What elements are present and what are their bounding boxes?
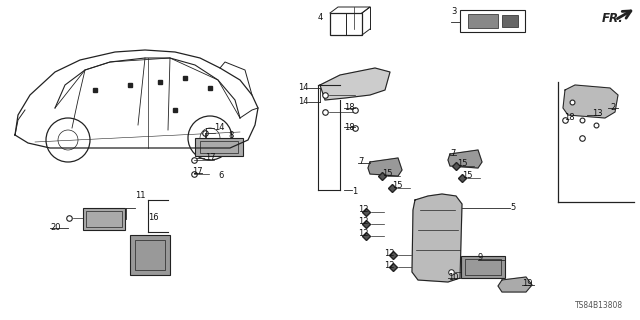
Text: 20: 20	[50, 222, 61, 231]
Text: 19: 19	[522, 279, 532, 289]
Bar	[200, 141, 238, 153]
Text: 15: 15	[462, 172, 472, 180]
Text: 7: 7	[358, 157, 364, 166]
Text: 5: 5	[510, 203, 515, 212]
Bar	[83, 208, 125, 230]
Text: FR.: FR.	[602, 12, 624, 25]
Text: 17: 17	[205, 153, 216, 162]
Text: 14: 14	[214, 123, 225, 132]
Text: 9: 9	[478, 253, 483, 262]
Text: 8: 8	[228, 132, 234, 140]
Text: 4: 4	[318, 12, 323, 21]
Bar	[460, 10, 525, 32]
Text: 2: 2	[610, 103, 615, 113]
Text: 1: 1	[352, 188, 357, 196]
Polygon shape	[368, 158, 402, 176]
Text: 16: 16	[148, 213, 159, 222]
Text: 12: 12	[358, 205, 369, 214]
Text: 7: 7	[450, 148, 456, 157]
Polygon shape	[320, 68, 390, 100]
Text: TS84B13808: TS84B13808	[575, 301, 623, 310]
Bar	[468, 14, 498, 28]
Polygon shape	[412, 194, 462, 282]
Text: 13: 13	[592, 108, 603, 117]
Text: 14: 14	[298, 84, 308, 92]
Text: 12: 12	[384, 260, 394, 269]
Text: 10: 10	[448, 274, 458, 283]
Text: 12: 12	[358, 218, 369, 227]
Text: 15: 15	[457, 158, 467, 167]
Text: 18: 18	[344, 103, 355, 113]
Text: 12: 12	[384, 249, 394, 258]
Bar	[135, 240, 165, 270]
Text: 11: 11	[135, 191, 145, 201]
Bar	[330, 13, 362, 35]
Bar	[461, 256, 505, 278]
Text: 17: 17	[192, 167, 203, 177]
Text: 3: 3	[451, 7, 456, 17]
Text: 12: 12	[358, 229, 369, 238]
Bar	[86, 211, 122, 227]
Bar	[502, 15, 518, 27]
Polygon shape	[563, 85, 618, 118]
Text: 14: 14	[298, 98, 308, 107]
Bar	[195, 138, 243, 156]
Text: 6: 6	[218, 171, 223, 180]
Text: 15: 15	[392, 181, 403, 190]
Bar	[130, 235, 170, 275]
Polygon shape	[498, 277, 532, 292]
Text: 15: 15	[382, 169, 392, 178]
Polygon shape	[448, 150, 482, 168]
Bar	[465, 259, 501, 275]
Text: 18: 18	[344, 123, 355, 132]
Text: 18: 18	[564, 114, 575, 123]
